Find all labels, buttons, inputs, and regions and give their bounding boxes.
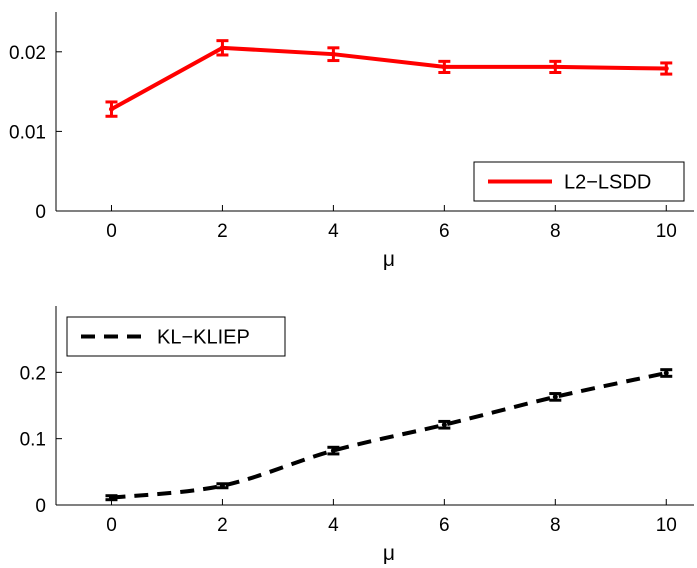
legend-label: KL−KLIEP	[157, 327, 250, 349]
data-point	[663, 66, 669, 72]
series-line	[111, 371, 667, 500]
data-point	[219, 45, 225, 51]
data-point	[441, 422, 447, 428]
x-axis-label: μ	[383, 248, 395, 271]
x-tick-label: 4	[328, 515, 339, 536]
data-point	[330, 51, 336, 57]
data-point	[108, 106, 114, 112]
y-tick-label: 0.1	[20, 430, 46, 451]
x-tick-label: 8	[550, 515, 561, 536]
data-point	[441, 64, 447, 70]
chart-panel-1: 0 2 4 6 8 10 0 0.01 0.02 μ L2−LSDD	[9, 12, 694, 271]
legend-box	[66, 316, 286, 357]
data-point	[552, 64, 558, 70]
x-tick-label: 10	[656, 515, 677, 536]
x-tick-label: 2	[217, 515, 228, 536]
x-tick-label: 4	[328, 221, 339, 242]
x-tick-label: 6	[439, 515, 450, 536]
y-tick-label: 0	[35, 202, 46, 223]
legend: KL−KLIEP	[66, 316, 286, 357]
y-tick-label: 0.02	[9, 43, 46, 64]
x-axis-label: μ	[383, 542, 395, 565]
data-point	[219, 483, 225, 489]
legend-label: L2−LSDD	[564, 172, 651, 194]
series-line	[110, 45, 667, 111]
x-tick-label: 8	[550, 221, 561, 242]
x-tick-label: 0	[106, 515, 117, 536]
data-point	[552, 394, 558, 400]
y-tick-label: 0.2	[20, 363, 46, 384]
data-point	[663, 370, 669, 376]
y-tick-label: 0	[35, 496, 46, 517]
legend: L2−LSDD	[473, 161, 685, 202]
x-tick-label: 0	[106, 221, 117, 242]
x-tick-label: 2	[217, 221, 228, 242]
data-point	[108, 495, 114, 501]
data-point	[330, 448, 336, 454]
y-tick-label: 0.01	[9, 122, 46, 143]
chart-panel-2: 0 2 4 6 8 10 0 0.1 0.2 μ KL−KLIEP	[20, 306, 694, 565]
x-tick-label: 6	[439, 221, 450, 242]
x-tick-label: 10	[656, 221, 677, 242]
